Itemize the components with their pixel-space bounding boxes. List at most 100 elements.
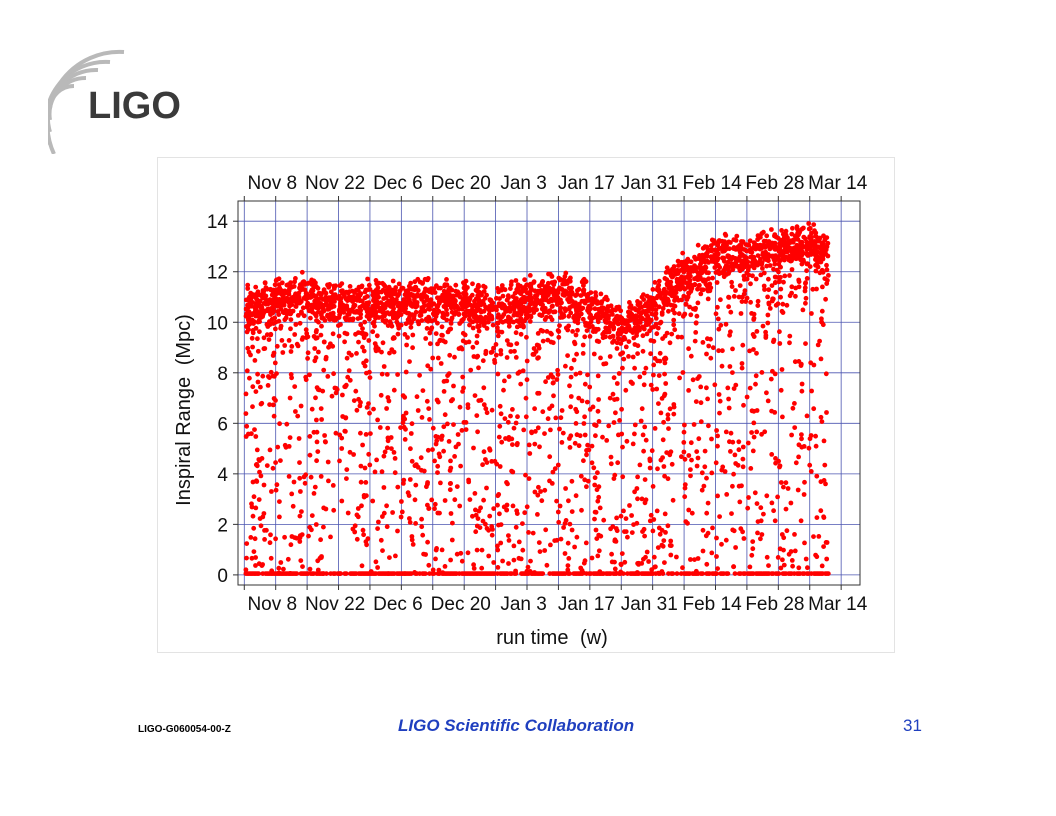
data-point — [535, 355, 540, 361]
data-point — [496, 312, 501, 318]
data-point — [258, 523, 264, 529]
data-point — [585, 478, 591, 484]
data-point — [304, 331, 310, 336]
data-point — [742, 264, 748, 270]
data-point — [433, 556, 438, 562]
data-point — [555, 367, 560, 373]
data-point — [265, 383, 271, 388]
data-point — [769, 500, 775, 506]
data-point — [338, 322, 343, 327]
data-point — [278, 306, 284, 312]
data-point — [267, 297, 273, 303]
data-point — [354, 351, 359, 356]
data-point — [355, 316, 361, 321]
data-point — [298, 403, 304, 409]
data-point — [338, 571, 343, 576]
data-point — [463, 427, 469, 432]
data-point — [642, 477, 648, 482]
data-point — [382, 319, 388, 325]
data-point — [700, 571, 705, 576]
data-point — [783, 506, 789, 512]
data-point — [607, 395, 613, 401]
data-point — [761, 242, 767, 248]
data-point — [688, 473, 693, 479]
data-point — [651, 362, 657, 368]
data-point — [726, 304, 731, 310]
data-point — [765, 294, 770, 300]
data-point — [625, 534, 630, 540]
data-point — [689, 510, 695, 516]
x-axis-title: run time (w) — [496, 627, 608, 649]
data-point — [632, 365, 637, 371]
data-point — [375, 285, 381, 291]
page-number: 31 — [903, 716, 922, 735]
data-point — [796, 279, 802, 285]
data-point — [641, 309, 646, 314]
data-point — [554, 377, 560, 382]
data-point — [528, 558, 533, 564]
data-point — [659, 396, 665, 401]
data-point — [339, 446, 345, 451]
data-point — [254, 296, 259, 302]
data-point — [623, 529, 629, 534]
data-point — [746, 242, 751, 247]
data-point — [274, 291, 280, 296]
data-point — [726, 239, 732, 245]
logo-text: LIGO — [88, 85, 181, 127]
data-point — [261, 335, 267, 341]
data-point — [667, 340, 673, 346]
data-point — [661, 464, 667, 469]
data-point — [639, 406, 645, 412]
data-point — [574, 534, 580, 540]
data-point — [745, 505, 751, 511]
data-point — [315, 567, 321, 573]
data-point — [511, 300, 516, 305]
data-point — [257, 311, 263, 317]
data-point — [293, 304, 299, 309]
data-point — [273, 398, 278, 403]
data-point — [749, 254, 755, 260]
data-point — [604, 438, 610, 443]
data-point — [661, 538, 667, 543]
data-point — [759, 231, 765, 236]
data-point — [704, 510, 710, 516]
data-point — [258, 401, 264, 407]
data-point — [433, 547, 439, 553]
data-point — [814, 254, 820, 259]
data-point — [550, 303, 555, 309]
data-point — [513, 571, 519, 576]
data-point — [300, 305, 306, 311]
x-tick-label-bottom: Nov 22 — [305, 594, 365, 615]
data-point — [291, 479, 297, 485]
data-point — [303, 294, 308, 299]
data-point — [484, 526, 490, 531]
data-point — [580, 351, 586, 356]
data-point — [345, 374, 351, 380]
data-point — [505, 419, 511, 425]
data-point — [377, 308, 383, 314]
data-point — [660, 543, 666, 549]
data-point — [569, 478, 575, 484]
data-point — [486, 311, 492, 317]
data-point — [794, 224, 800, 230]
data-point — [483, 351, 489, 357]
data-point — [779, 367, 785, 372]
data-point — [657, 531, 663, 537]
data-point — [656, 401, 661, 406]
data-point — [297, 460, 302, 465]
data-point — [615, 460, 621, 466]
data-point — [662, 360, 668, 366]
data-point — [558, 277, 564, 282]
data-point — [318, 406, 324, 411]
data-point — [609, 308, 615, 314]
data-point — [387, 319, 393, 325]
data-point — [354, 407, 360, 413]
data-point — [460, 296, 466, 302]
data-point — [370, 320, 376, 326]
data-point — [380, 514, 385, 519]
data-point — [423, 571, 428, 576]
data-point — [748, 466, 754, 471]
data-point — [243, 567, 249, 573]
data-point — [634, 333, 639, 338]
data-point — [258, 306, 264, 311]
